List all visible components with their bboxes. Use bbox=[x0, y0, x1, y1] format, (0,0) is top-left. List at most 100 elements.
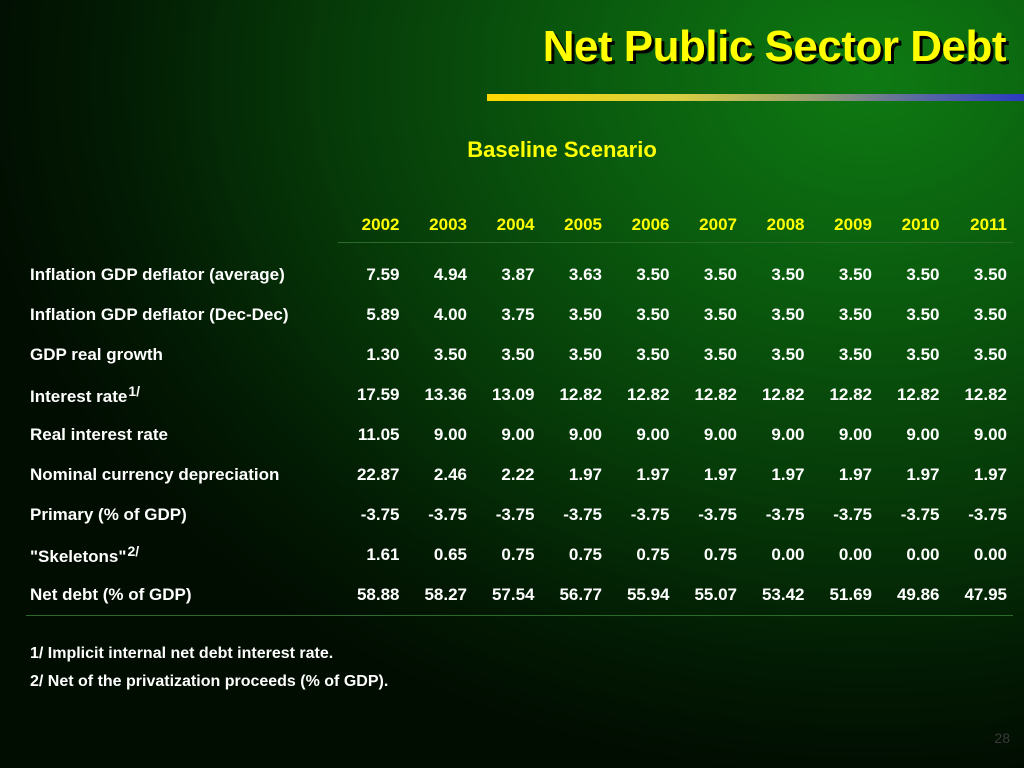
value-cell: 3.50 bbox=[973, 305, 1007, 324]
value-cell: -3.75 bbox=[360, 505, 400, 524]
row-label: GDP real growth bbox=[26, 335, 338, 375]
table-body: Inflation GDP deflator (average) 7.59 4.94… bbox=[26, 243, 1013, 616]
value-cell: -3.75 bbox=[968, 505, 1007, 524]
value-cell: 0.00 bbox=[771, 545, 805, 564]
value-cell: 0.75 bbox=[568, 545, 602, 564]
value-cell: -3.75 bbox=[495, 505, 535, 524]
row-label-text: Interest rate bbox=[30, 387, 128, 406]
row-label-text: Net debt (% of GDP) bbox=[30, 585, 192, 604]
value-cell: 57.54 bbox=[473, 575, 541, 616]
value-cell: 12.82 bbox=[761, 385, 805, 404]
value-cell: 0.75 bbox=[703, 545, 737, 564]
value-cell: 3.50 bbox=[906, 305, 940, 324]
value-cell: 51.69 bbox=[810, 575, 878, 616]
row-label-text: Real interest rate bbox=[30, 425, 168, 444]
value-cell: 9.00 bbox=[433, 425, 467, 444]
value-cell: 3.50 bbox=[973, 265, 1007, 284]
value-cell: 12.82 bbox=[896, 385, 940, 404]
footnotes: 1/ Implicit internal net debt interest r… bbox=[30, 640, 388, 696]
value-cell: -3.75 bbox=[698, 505, 737, 524]
value-cell: -3.75 bbox=[765, 505, 805, 524]
table-row: Inflation GDP deflator (Dec-Dec) 5.89 4.00… bbox=[26, 295, 1013, 335]
debt-table: 2002 2003 2004 2005 2006 2007 2008 2009 … bbox=[26, 208, 1013, 616]
value-cell: 9.00 bbox=[568, 425, 602, 444]
value-cell: 4.94 bbox=[433, 265, 467, 284]
year-header: 2008 bbox=[743, 208, 811, 243]
value-cell: 0.75 bbox=[501, 545, 535, 564]
value-cell: 22.87 bbox=[356, 465, 400, 484]
value-cell: 1.97 bbox=[906, 465, 940, 484]
value-cell: 1.30 bbox=[366, 345, 400, 364]
value-cell: 12.82 bbox=[829, 385, 872, 404]
value-cell: 9.00 bbox=[636, 425, 670, 444]
value-cell: 0.65 bbox=[433, 545, 467, 564]
value-cell: 3.50 bbox=[838, 305, 872, 324]
row-label: Inflation GDP deflator (average) bbox=[26, 243, 338, 296]
value-cell: -3.75 bbox=[428, 505, 467, 524]
value-cell: 3.63 bbox=[568, 265, 602, 284]
value-cell: 58.88 bbox=[338, 575, 406, 616]
value-cell: 13.09 bbox=[491, 385, 535, 404]
value-cell: 56.77 bbox=[540, 575, 608, 616]
value-cell: 3.50 bbox=[568, 345, 602, 364]
row-label: Net debt (% of GDP) bbox=[26, 575, 338, 616]
value-cell: 49.86 bbox=[878, 575, 946, 616]
value-cell: 3.50 bbox=[771, 305, 805, 324]
value-cell: 3.50 bbox=[906, 345, 940, 364]
value-cell: 3.50 bbox=[838, 345, 872, 364]
value-cell: 3.75 bbox=[501, 305, 535, 324]
table-row: GDP real growth 1.30 3.50 3.50 3.50 3.50 3.50 3… bbox=[26, 335, 1013, 375]
year-header: 2010 bbox=[878, 208, 946, 243]
value-cell: 2.46 bbox=[433, 465, 467, 484]
value-cell: -3.75 bbox=[563, 505, 602, 524]
value-cell: 3.50 bbox=[703, 345, 737, 364]
header-label-cell bbox=[26, 208, 338, 243]
value-cell: 3.50 bbox=[501, 345, 535, 364]
value-cell: 12.82 bbox=[964, 385, 1007, 404]
year-header: 2002 bbox=[338, 208, 406, 243]
value-cell: 1.61 bbox=[366, 545, 400, 564]
value-cell: 0.00 bbox=[838, 545, 872, 564]
footnote-marker: 1/ bbox=[128, 383, 141, 399]
value-cell: 3.50 bbox=[973, 345, 1007, 364]
value-cell: 2.22 bbox=[501, 465, 535, 484]
value-cell: 9.00 bbox=[501, 425, 535, 444]
value-cell: 4.00 bbox=[433, 305, 467, 324]
row-label-text: Inflation GDP deflator (average) bbox=[30, 264, 285, 284]
value-cell: 47.95 bbox=[945, 575, 1013, 616]
year-header: 2003 bbox=[405, 208, 473, 243]
value-cell: 0.00 bbox=[906, 545, 940, 564]
row-label-text: GDP real growth bbox=[30, 345, 163, 364]
slide-subtitle: Baseline Scenario bbox=[467, 137, 657, 162]
table-row: "Skeletons"2/1.61 0.65 0.75 0.75 0.75 0.75 0.0… bbox=[26, 535, 1013, 575]
value-cell: 0.75 bbox=[636, 545, 670, 564]
year-header: 2006 bbox=[608, 208, 676, 243]
table-row: Real interest rate 11.05 9.00 9.00 9.00 9.00 9… bbox=[26, 415, 1013, 455]
slide-title: Net Public Sector Debt bbox=[542, 22, 1007, 71]
row-label-text: Inflation GDP deflator (Dec-Dec) bbox=[30, 305, 289, 324]
year-header: 2009 bbox=[810, 208, 878, 243]
year-header: 2007 bbox=[675, 208, 743, 243]
value-cell: 9.00 bbox=[703, 425, 737, 444]
value-cell: 1.97 bbox=[838, 465, 872, 484]
page-number: 28 bbox=[994, 730, 1010, 746]
value-cell: 3.50 bbox=[636, 265, 670, 284]
row-label-text: "Skeletons" bbox=[30, 547, 127, 566]
title-underline-bar bbox=[487, 94, 1024, 101]
row-label: Primary (% of GDP) bbox=[26, 495, 338, 535]
value-cell: 12.82 bbox=[559, 385, 602, 404]
value-cell: 9.00 bbox=[906, 425, 940, 444]
value-cell: 3.50 bbox=[838, 265, 872, 284]
value-cell: 3.50 bbox=[636, 345, 670, 364]
table-row: Interest rate1/17.59 13.36 13.09 12.82 12.82… bbox=[26, 375, 1013, 415]
row-label: Real interest rate bbox=[26, 415, 338, 455]
value-cell: 3.50 bbox=[771, 265, 805, 284]
value-cell: 9.00 bbox=[973, 425, 1007, 444]
value-cell: 55.07 bbox=[675, 575, 743, 616]
table-row: Net debt (% of GDP) 58.88 58.27 57.54 56.77 5… bbox=[26, 575, 1013, 616]
value-cell: 3.50 bbox=[703, 265, 737, 284]
value-cell: 0.00 bbox=[973, 545, 1007, 564]
value-cell: 12.82 bbox=[694, 385, 737, 404]
value-cell: -3.75 bbox=[833, 505, 872, 524]
